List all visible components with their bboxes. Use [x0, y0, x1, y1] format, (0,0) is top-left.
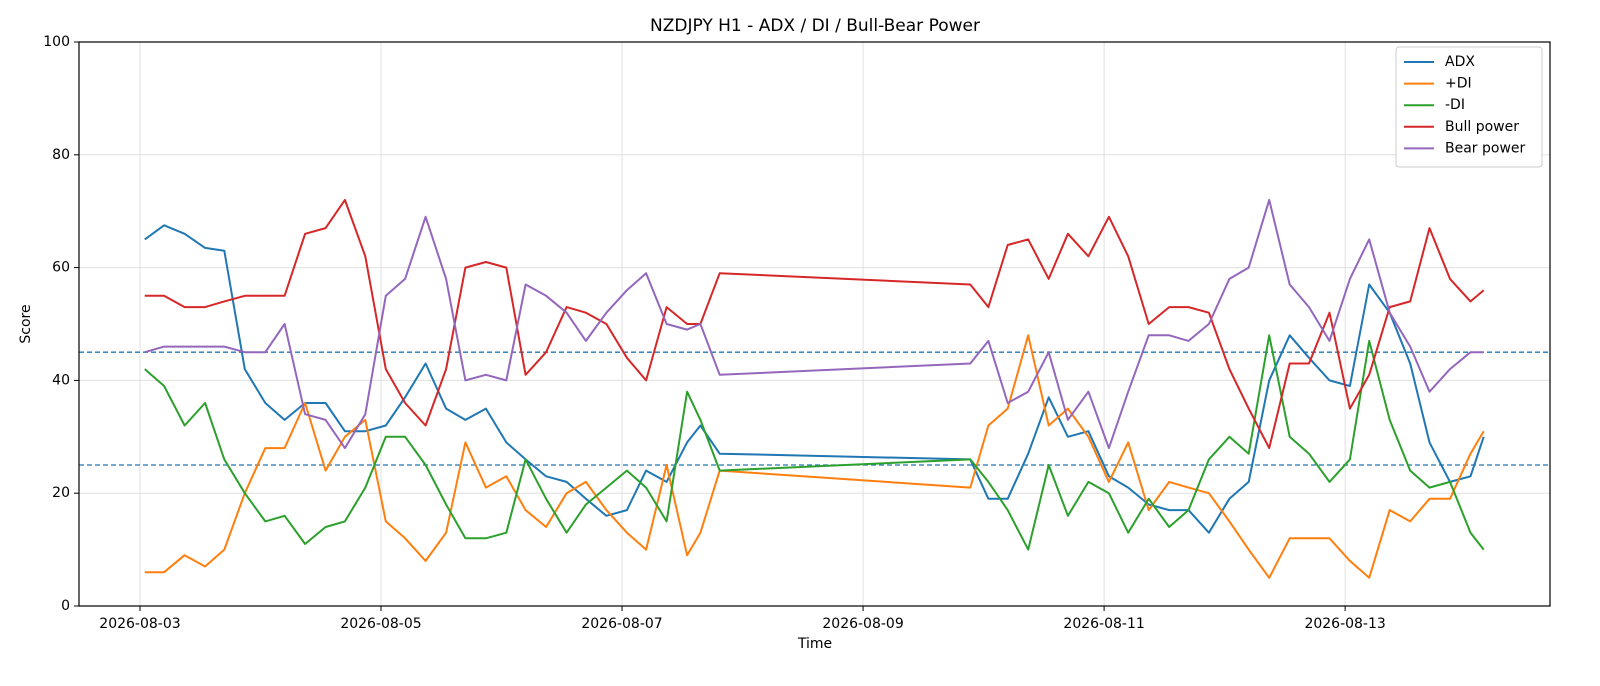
- x-axis-label: Time: [797, 636, 832, 652]
- x-tick-label: 2026-08-09: [822, 616, 903, 632]
- legend: ADX +DI -DI Bull power Bear power: [1395, 46, 1543, 168]
- y-tick-label: 60: [52, 260, 70, 276]
- series-line: [144, 224, 1485, 534]
- plot-frame: [78, 41, 1551, 607]
- y-tick-label: 80: [52, 147, 70, 163]
- legend-label: Bull power: [1445, 119, 1519, 135]
- y-tick-label: 20: [52, 485, 70, 501]
- series-line: [144, 334, 1485, 551]
- x-tick-label: 2026-08-05: [340, 616, 421, 632]
- y-tick-label: 40: [52, 372, 70, 388]
- series-line: [144, 334, 1485, 579]
- legend-label: -DI: [1445, 97, 1465, 113]
- x-tick-label: 2026-08-07: [581, 616, 662, 632]
- legend-label: +DI: [1445, 76, 1472, 92]
- legend-label: ADX: [1445, 54, 1475, 70]
- y-axis-label: Score: [18, 304, 34, 343]
- y-tick-label: 0: [61, 598, 70, 614]
- series-line: [144, 198, 1485, 450]
- legend-box: [1395, 46, 1543, 168]
- legend-label: Bear power: [1445, 140, 1526, 156]
- y-tick-label: 100: [43, 34, 70, 50]
- x-tick-label: 2026-08-13: [1304, 616, 1385, 632]
- x-tick-label: 2026-08-03: [99, 616, 180, 632]
- series-line: [144, 198, 1484, 450]
- chart-title: NZDJPY H1 - ADX / DI / Bull-Bear Power: [650, 16, 980, 36]
- x-tick-label: 2026-08-11: [1063, 616, 1144, 632]
